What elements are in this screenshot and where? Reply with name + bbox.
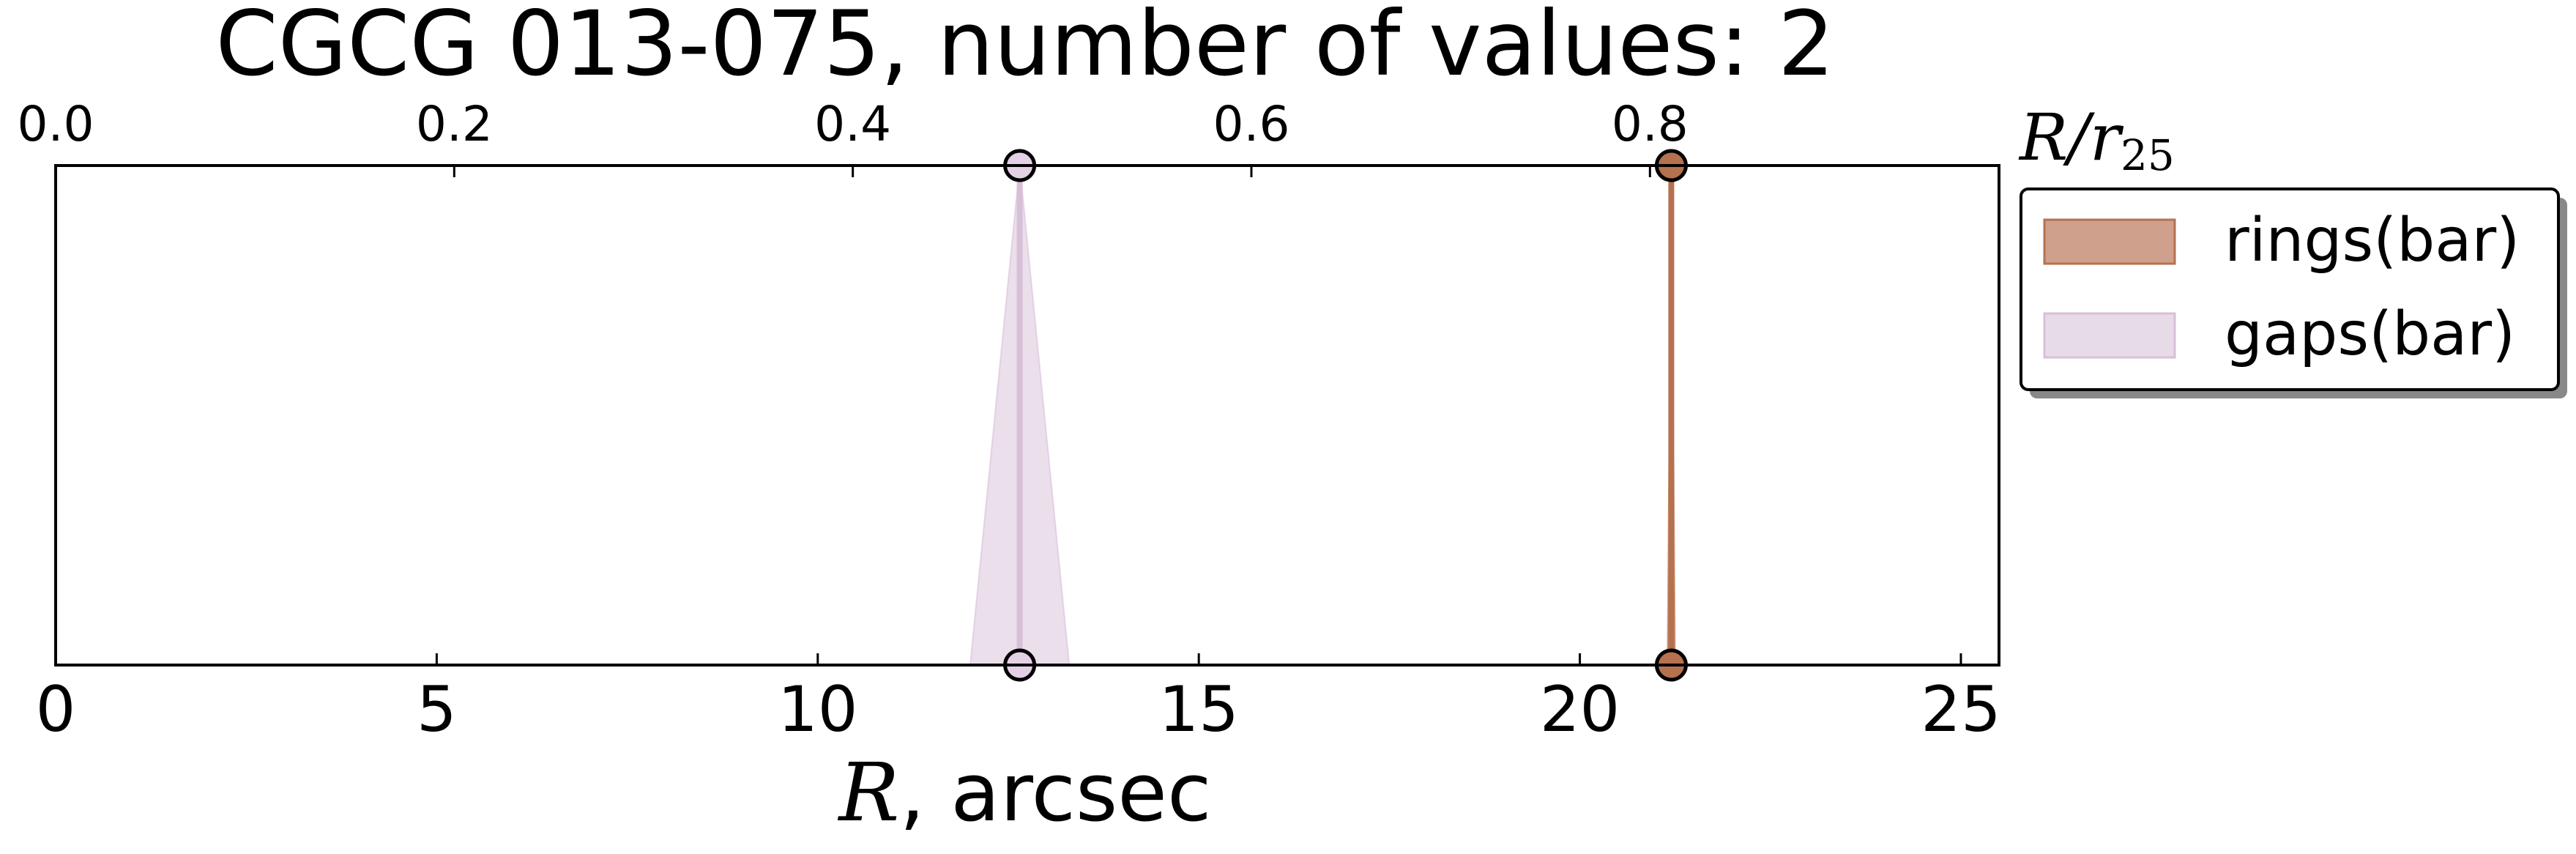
legend-swatch-1 (2043, 312, 2176, 359)
x-tick-label-3: 15 (1158, 673, 1238, 746)
chart-title: CGCG 013-075, number of values: 2 (215, 0, 1834, 96)
legend-items: rings(bar) gaps(bar) (2043, 206, 2520, 369)
x2-tick-label-4: 0.8 (1612, 96, 1689, 152)
legend-label-1: gaps(bar) (2225, 300, 2515, 369)
legend-label-0: rings(bar) (2225, 206, 2520, 275)
x-tick-label-4: 20 (1540, 673, 1620, 746)
x-tick-label-0: 0 (36, 673, 76, 746)
tick-layer: 0 5 10 15 20 25 0.0 0.2 0.4 0.6 0.8 (18, 96, 2001, 746)
x-tick-label-5: 25 (1921, 673, 2000, 746)
axes-frame (54, 164, 2000, 667)
x2-tick-label-3: 0.6 (1213, 96, 1290, 152)
x-tick-label-1: 5 (417, 673, 457, 746)
x-axis-label: R, arcsec (838, 746, 1212, 839)
x2-tick-label-0: 0.0 (18, 96, 94, 152)
x2-tick-label-1: 0.2 (416, 96, 493, 152)
legend: rings(bar) gaps(bar) (2020, 187, 2567, 398)
legend-swatch-0 (2043, 218, 2176, 265)
top-axis-label: R/r25 (2018, 100, 2175, 180)
x2-tick-label-2: 0.4 (814, 96, 891, 152)
plot-layer (969, 149, 1688, 682)
x-tick-label-2: 10 (778, 673, 857, 746)
